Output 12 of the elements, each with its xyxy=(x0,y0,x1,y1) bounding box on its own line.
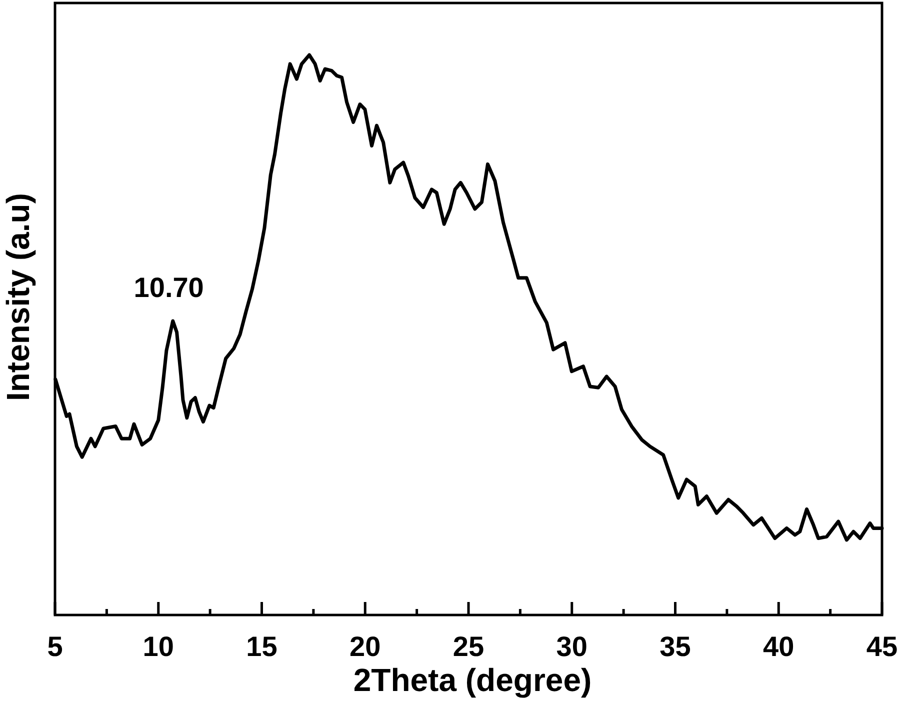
x-axis-title: 2Theta (degree) xyxy=(353,662,592,698)
x-tick-label: 5 xyxy=(47,631,63,662)
x-tick-label: 30 xyxy=(556,631,588,662)
x-tick-label: 20 xyxy=(350,631,381,662)
x-tick-label: 40 xyxy=(763,631,794,662)
y-axis-title: Intensity (a.u) xyxy=(0,192,36,402)
x-tick-label: 25 xyxy=(452,631,484,662)
annotation: 10.70 xyxy=(134,272,204,303)
x-tick-label: 15 xyxy=(246,631,278,662)
x-tick-label: 35 xyxy=(660,631,691,662)
x-tick-label: 10 xyxy=(142,631,174,662)
x-tick-label: 45 xyxy=(866,631,898,662)
